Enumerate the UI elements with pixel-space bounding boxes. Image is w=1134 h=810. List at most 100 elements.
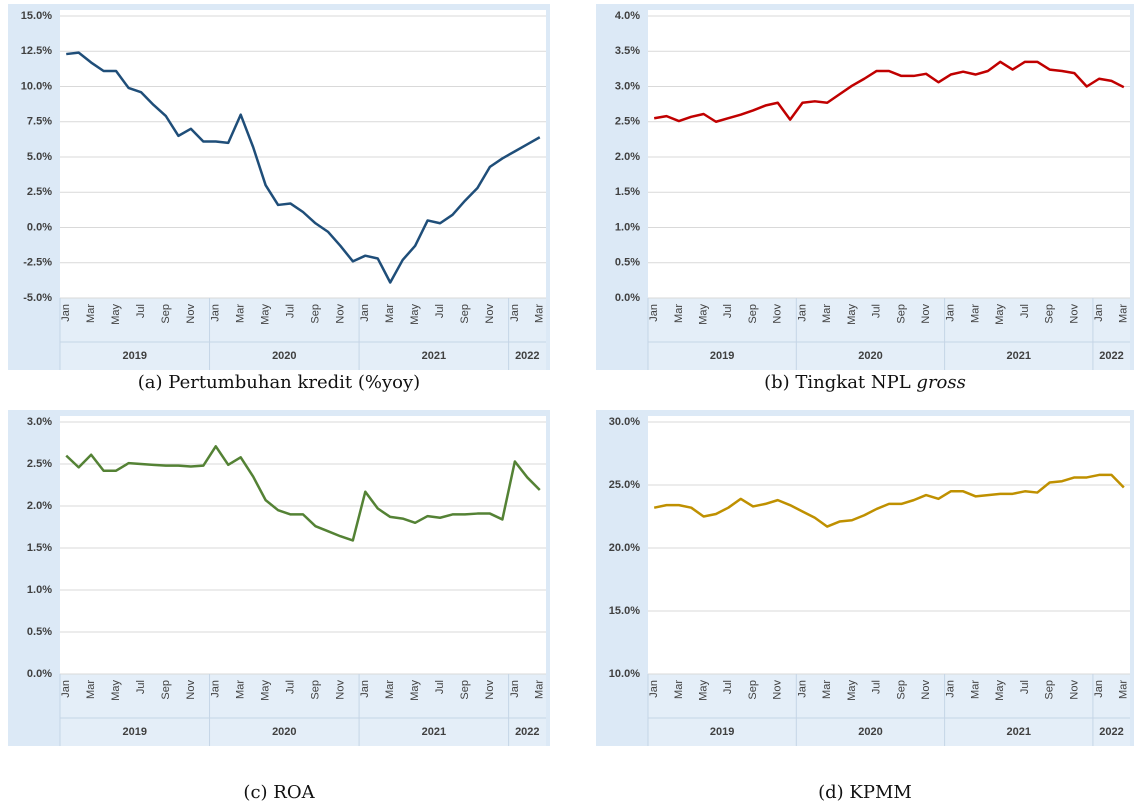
x-tick-label: May	[698, 304, 710, 325]
y-tick-label: 10.0%	[609, 668, 640, 680]
y-tick-label: 2.5%	[27, 186, 52, 198]
caption-text: (d) KPMM	[818, 782, 912, 803]
y-tick-label: 0.0%	[615, 292, 640, 304]
x-tick-label: Mar	[235, 680, 247, 699]
caption: (b) Tingkat NPL gross	[596, 372, 1134, 393]
x-tick-label: Jul	[135, 680, 147, 694]
year-label: 2019	[710, 350, 734, 362]
x-tick-label: May	[110, 304, 122, 325]
x-tick-label: Nov	[484, 304, 496, 324]
y-tick-label: 1.0%	[27, 584, 52, 596]
y-tick-label: -2.5%	[23, 257, 52, 269]
x-tick-label: Jul	[434, 304, 446, 318]
chart: 10.0% 15.0% 20.0% 25.0% 30.0% Jan Mar May Jul Sep…	[596, 410, 1134, 746]
x-tick-label: Sep	[459, 680, 471, 700]
x-tick-label: Sep	[160, 680, 172, 700]
year-label: 2021	[1007, 350, 1031, 362]
x-tick-label: Jul	[871, 680, 883, 694]
axis-band	[648, 298, 1130, 370]
x-tick-label: Mar	[821, 304, 833, 323]
year-label: 2020	[272, 350, 296, 362]
y-tick-label: 20.0%	[609, 542, 640, 554]
year-label: 2022	[515, 726, 539, 738]
year-label: 2019	[710, 726, 734, 738]
x-tick-label: Nov	[920, 680, 932, 700]
x-tick-label: Jul	[1019, 680, 1031, 694]
year-label: 2020	[858, 726, 882, 738]
y-tick-label: 30.0%	[609, 416, 640, 428]
y-tick-label: 4.0%	[615, 10, 640, 22]
x-tick-label: May	[260, 304, 272, 325]
x-tick-label: May	[409, 680, 421, 701]
x-tick-label: Nov	[334, 304, 346, 324]
y-tick-label: 0.5%	[615, 257, 640, 269]
x-tick-label: Jan	[359, 304, 371, 322]
x-tick-label: Mar	[1118, 680, 1130, 699]
x-tick-label: Jul	[871, 304, 883, 318]
plot-area	[60, 416, 546, 674]
x-tick-label: Nov	[1068, 304, 1080, 324]
x-tick-label: Jan	[945, 304, 957, 322]
year-label: 2020	[858, 350, 882, 362]
caption-text: (b) Tingkat NPL	[764, 372, 917, 393]
x-tick-label: Mar	[673, 680, 685, 699]
chart: -5.0% -2.5% 0.0% 2.5% 5.0% 7.5% 10.0% 12.5% 15.0…	[8, 4, 550, 370]
data-line	[653, 60, 1125, 123]
x-tick-label: Mar	[85, 304, 97, 323]
y-tick-label: 2.5%	[615, 116, 640, 128]
year-label: 2021	[1007, 726, 1031, 738]
plot-area	[648, 10, 1130, 298]
year-label: 2022	[515, 350, 539, 362]
year-label: 2021	[422, 350, 446, 362]
x-tick-label: Sep	[160, 304, 172, 324]
year-label: 2019	[123, 350, 147, 362]
axis-band	[648, 674, 1130, 746]
y-tick-label: 2.5%	[27, 458, 52, 470]
x-tick-label: Mar	[534, 680, 546, 699]
year-label: 2021	[422, 726, 446, 738]
x-tick-label: Jan	[648, 304, 660, 322]
x-tick-label: Jul	[1019, 304, 1031, 318]
x-tick-label: Sep	[747, 304, 759, 324]
x-tick-label: Jan	[1093, 680, 1105, 698]
y-tick-label: 3.0%	[27, 416, 52, 428]
x-tick-label: Jul	[135, 304, 147, 318]
x-tick-label: May	[846, 680, 858, 701]
caption: (c) ROA	[8, 782, 550, 803]
x-tick-label: May	[846, 304, 858, 325]
x-tick-label: Sep	[459, 304, 471, 324]
x-tick-label: Mar	[85, 680, 97, 699]
y-tick-label: -5.0%	[23, 292, 52, 304]
y-tick-label: 1.5%	[27, 542, 52, 554]
data-line	[65, 445, 541, 542]
y-tick-label: 3.0%	[615, 80, 640, 92]
data-line	[66, 51, 541, 284]
x-tick-label: Sep	[895, 680, 907, 700]
y-tick-label: 1.5%	[615, 186, 640, 198]
y-tick-label: 25.0%	[609, 479, 640, 491]
x-tick-label: Jan	[359, 680, 371, 698]
y-tick-label: 10.0%	[21, 80, 52, 92]
y-tick-label: 5.0%	[27, 151, 52, 163]
caption: (d) KPMM	[596, 782, 1134, 803]
y-tick-label: 12.5%	[21, 45, 52, 57]
year-label: 2020	[272, 726, 296, 738]
y-tick-label: 0.5%	[27, 626, 52, 638]
y-tick-label: 15.0%	[21, 10, 52, 22]
x-tick-label: Mar	[384, 304, 396, 323]
x-tick-label: Nov	[484, 680, 496, 700]
x-tick-label: Jul	[284, 304, 296, 318]
data-line	[653, 473, 1125, 528]
y-tick-label: 2.0%	[27, 500, 52, 512]
plot-area	[60, 10, 546, 298]
axis-band	[60, 674, 546, 746]
caption-text: (a) Pertumbuhan kredit (%yoy)	[137, 372, 421, 393]
x-tick-label: Jul	[722, 304, 734, 318]
x-tick-label: Jan	[210, 680, 222, 698]
x-tick-label: Nov	[920, 304, 932, 324]
axis-band	[60, 298, 546, 370]
y-tick-label: 7.5%	[27, 116, 52, 128]
x-tick-label: Jan	[945, 680, 957, 698]
x-tick-label: Nov	[334, 680, 346, 700]
x-tick-label: Nov	[772, 680, 784, 700]
